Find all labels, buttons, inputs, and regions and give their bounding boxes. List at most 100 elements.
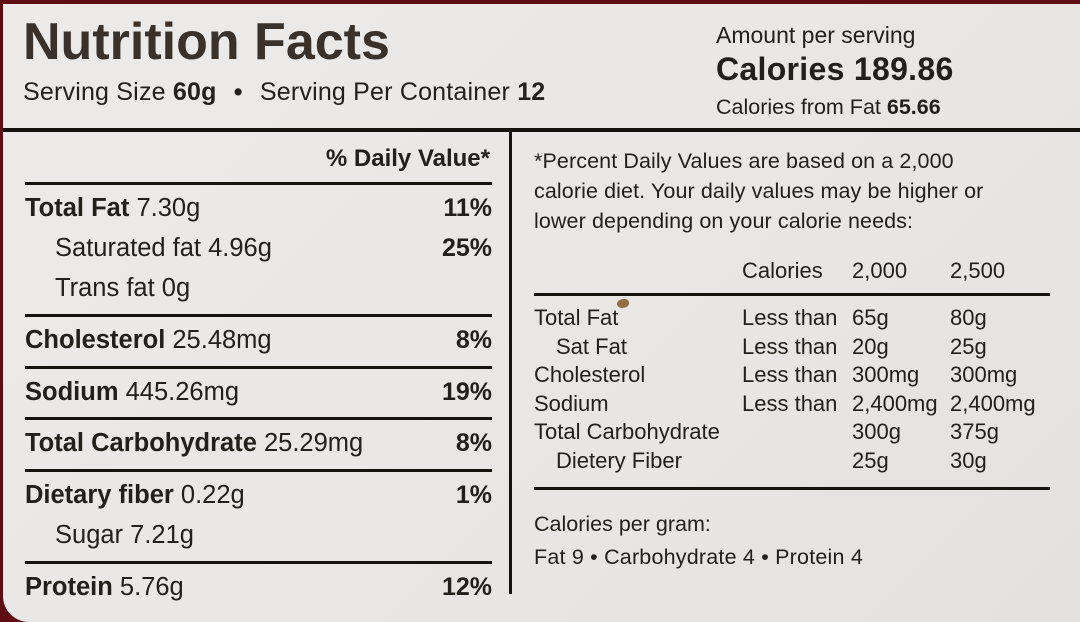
bullet-separator: • (233, 78, 243, 107)
nutrient-amount: 7.21g (123, 521, 194, 550)
nutrient-text: Total Carbohydrate 25.29mg (25, 428, 363, 460)
table-row: Total Fat Less than 65g 80g (534, 296, 1050, 333)
daily-value-footnote: *Percent Daily Values are based on a 2,0… (534, 149, 984, 234)
header-left: Nutrition Facts Serving Size 60g • Servi… (23, 14, 545, 120)
header-spacer (534, 258, 742, 284)
ref-value-2000: 65g (852, 305, 889, 331)
table-row: Cholesterol Less than 300mg 300mg (534, 361, 1050, 390)
ref-name: Sat Fat (556, 333, 627, 359)
table-row: Total Carbohydrate 300g 375g (534, 418, 1050, 447)
table-row: Dietery Fiber 25g 30g (534, 447, 1050, 476)
nutrient-name: Saturated fat (55, 233, 202, 262)
table-row: Sat Fat Less than 20g 25g (534, 333, 1050, 362)
nutrition-label: Nutrition Facts Serving Size 60g • Servi… (3, 4, 1080, 622)
nutrient-amount: 0.22g (173, 481, 245, 510)
nutrient-row: Protein 5.76g 12% (25, 564, 492, 604)
calories-from-fat-label: Calories from Fat (716, 95, 881, 119)
nutrient-daily-value: 25% (441, 233, 492, 262)
label-header: Nutrition Facts Serving Size 60g • Servi… (3, 4, 1080, 120)
calories-label: Calories (716, 51, 845, 87)
ref-value-2000: 300g (852, 419, 901, 445)
nutrient-text: Cholesterol 25.48mg (25, 325, 272, 357)
nutrient-amount: 4.96g (201, 233, 272, 262)
nutrient-amount: 7.30g (129, 194, 201, 222)
ref-qualifier: Less than (742, 305, 838, 331)
ref-qualifier: Less than (742, 362, 838, 388)
ref-value-2500: 80g (950, 305, 987, 331)
reference-table-rows: Total Fat Less than 65g 80g Sat Fat Less than… (534, 296, 1050, 475)
stain-speck (617, 299, 629, 308)
calories-per-gram-title: Calories per gram: (534, 512, 711, 537)
ref-value-2500: 375g (950, 419, 999, 445)
nutrient-name: Total Fat (25, 194, 130, 222)
header-calories: Calories (742, 258, 823, 284)
ref-name: Sodium (534, 390, 609, 416)
nutrient-daily-value: 19% (441, 377, 492, 406)
nutrient-name: Sodium (25, 377, 119, 406)
calories-from-fat-value: 65.66 (886, 95, 941, 119)
nutrient-daily-value: 12% (441, 573, 492, 601)
ref-value-2500: 300mg (950, 362, 1018, 388)
nutrient-name: Cholesterol (25, 325, 166, 354)
reference-table: Calories 2,000 2,500 Total Fat Less than 6… (534, 258, 1050, 491)
amount-per-serving-label: Amount per serving (716, 22, 916, 48)
nutrient-text: Sodium 445.26mg (25, 377, 239, 409)
nutrient-daily-value: 1% (455, 481, 492, 510)
calories-per-gram: Calories per gram: Fat 9 • Carbohydrate … (534, 512, 1050, 570)
ref-name: Dietery Fiber (556, 447, 682, 473)
nutrient-list: Total Fat 7.30g 11% Saturated fat 4.96g 25%… (25, 185, 492, 604)
nutrient-row: Saturated fat 4.96g 25% (25, 225, 492, 265)
nutrient-row: Trans fat 0g (25, 265, 492, 317)
calories-per-gram-values: Fat 9 • Carbohydrate 4 • Protein 4 (534, 545, 863, 570)
ref-name: Total Fat (534, 305, 619, 331)
nutrient-daily-value: 8% (455, 429, 492, 458)
nutrient-name: Protein (25, 573, 113, 601)
servings-per-container-label: Serving Per Container (259, 78, 511, 107)
nutrient-row: Total Fat 7.30g 11% (25, 185, 492, 225)
nutrient-text: Trans fat 0g (25, 273, 190, 305)
nutrient-text: Dietary fiber 0.22g (25, 480, 245, 512)
nutrient-panel: % Daily Value* Total Fat 7.30g 11% Saturat… (3, 132, 509, 618)
page-title: Nutrition Facts (23, 13, 390, 71)
table-row: Sodium Less than 2,400mg 2,400mg (534, 390, 1050, 419)
nutrient-name: Dietary fiber (25, 481, 174, 510)
nutrient-amount: 0g (154, 273, 191, 302)
header-divider-rule (3, 128, 1080, 132)
ref-value-2500: 30g (950, 447, 987, 473)
ref-name: Cholesterol (534, 362, 646, 388)
ref-qualifier (742, 447, 852, 476)
ref-qualifier: Less than (742, 333, 838, 359)
daily-value-header: % Daily Value* (25, 132, 492, 185)
serving-size-label: Serving Size (23, 78, 166, 107)
ref-value-2000: 25g (852, 447, 889, 473)
ref-qualifier: Less than (742, 390, 838, 416)
nutrient-row: Sodium 445.26mg 19% (25, 369, 492, 421)
nutrient-row: Sugar 7.21g (25, 512, 492, 564)
nutrient-row: Total Carbohydrate 25.29mg 8% (25, 420, 492, 473)
servings-per-container-value: 12 (517, 78, 546, 107)
serving-size-value: 60g (172, 78, 217, 107)
ref-value-2500: 2,400mg (950, 390, 1036, 416)
footnote-panel: *Percent Daily Values are based on a 2,0… (512, 132, 1080, 618)
nutrient-amount: 5.76g (112, 573, 184, 601)
nutrient-daily-value: 8% (455, 325, 492, 354)
calories-value: 189.86 (853, 51, 954, 87)
nutrient-text: Sugar 7.21g (25, 520, 194, 552)
ref-name: Total Carbohydrate (534, 419, 720, 445)
nutrient-text: Total Fat 7.30g (25, 193, 200, 225)
nutrient-name: Total Carbohydrate (25, 429, 257, 458)
vertical-divider-rule (509, 132, 512, 594)
reference-table-header: Calories 2,000 2,500 (534, 258, 1050, 297)
header-2000: 2,000 (852, 258, 908, 284)
ref-qualifier (742, 418, 852, 447)
calories-line: Calories 189.86 (716, 51, 1066, 88)
nutrient-amount: 25.48mg (165, 325, 272, 354)
nutrient-daily-value: 11% (443, 194, 492, 222)
calories-summary: Amount per serving Calories 189.86 Calor… (716, 14, 1066, 120)
nutrient-amount: 445.26mg (118, 377, 240, 406)
serving-info: Serving Size 60g • Serving Per Container… (23, 78, 545, 107)
nutrient-name: Trans fat (55, 273, 155, 302)
ref-value-2000: 2,400mg (852, 390, 938, 416)
nutrient-row: Cholesterol 25.48mg 8% (25, 317, 492, 369)
